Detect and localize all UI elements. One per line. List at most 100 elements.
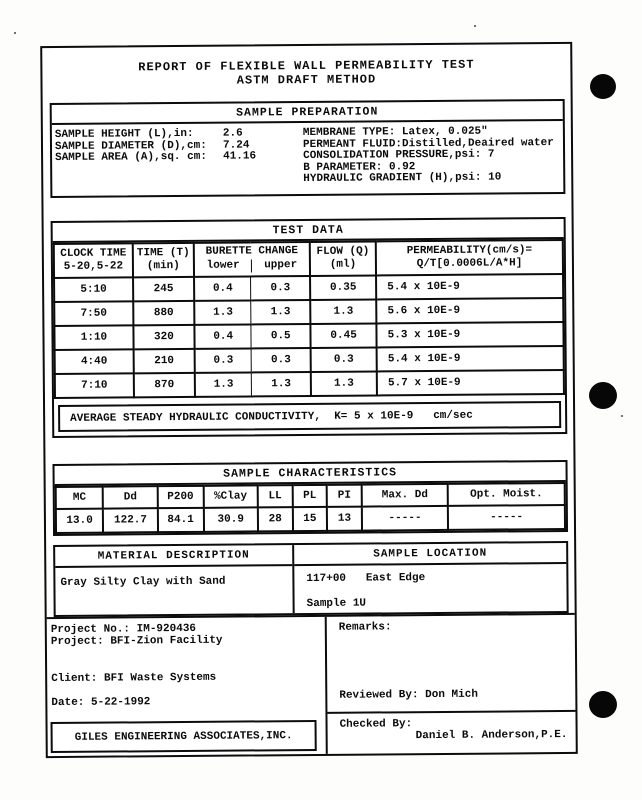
cell-flow: 0.35 — [310, 275, 377, 300]
test-data-column-headers: CLOCK TIME 5-20,5-22 TIME (T) (min) BURE… — [53, 240, 564, 278]
cell-flow: 0.3 — [310, 347, 377, 372]
sample-location-line1: 117+00 East Edge — [306, 572, 426, 586]
col-ll: LL — [257, 485, 293, 508]
val-max-dd: ----- — [361, 505, 449, 531]
sample-location-line2: Sample 1U — [306, 597, 367, 611]
punch-hole-mark — [590, 74, 616, 99]
burette-change-label: BURETTE CHANGE — [205, 245, 299, 258]
hydraulic-gradient-line: HYDRAULIC GRADIENT (H),psi: 10 — [303, 171, 502, 186]
val-dd: 122.7 — [103, 508, 158, 533]
col-clay: %Clay — [203, 485, 258, 508]
sample-preparation-body: SAMPLE HEIGHT (L),in: 2.6 SAMPLE DIAMETE… — [52, 121, 564, 196]
flow-unit: (ml) — [329, 258, 357, 271]
col-p200: P200 — [157, 485, 204, 509]
report-title-line2: ASTM DRAFT METHOD — [236, 72, 377, 88]
sample-preparation-section: SAMPLE PREPARATION SAMPLE HEIGHT (L),in:… — [49, 98, 566, 198]
test-data-section: TEST DATA CLOCK TIME 5-20,5-22 TIME (T) … — [50, 216, 568, 439]
remarks-panel: Remarks: Reviewed By: Don Mich Checked B… — [327, 615, 576, 754]
report-title: REPORT OF FLEXIBLE WALL PERMEABILITY TES… — [42, 57, 570, 89]
val-pi: 13 — [327, 506, 362, 531]
scan-speck — [474, 25, 476, 27]
cell-clock: 5:10 — [54, 277, 134, 302]
col-time: TIME (T) (min) — [132, 242, 194, 278]
client-line: Client: BFI Waste Systems — [51, 671, 217, 686]
sample-location-header: SAMPLE LOCATION — [294, 542, 567, 567]
characteristics-values-row: 13.0 122.7 84.1 30.9 28 15 13 ----- ----… — [55, 504, 566, 533]
cell-time: 245 — [132, 276, 195, 302]
val-ll: 28 — [257, 507, 293, 532]
cell-flow: 0.45 — [310, 323, 377, 348]
footer-section: Project No.: IM-920436 Project: BFI-Zion… — [46, 612, 576, 757]
cell-clock: 1:10 — [54, 325, 134, 350]
cell-burette-lower: 1.3 — [194, 372, 252, 397]
average-conductivity-line: AVERAGE STEADY HYDRAULIC CONDUCTIVITY, K… — [58, 401, 562, 432]
cell-flow: 1.3 — [310, 299, 377, 324]
col-mc: MC — [55, 486, 104, 509]
cell-time: 210 — [133, 348, 195, 374]
permeability-formula: Q/T[0.0006L/A*H] — [416, 256, 523, 270]
time-unit: (min) — [146, 259, 180, 272]
sample-preparation-right-column: MEMBRANE TYPE: Latex, 0.025" PERMEANT FL… — [303, 126, 561, 186]
burette-lower-label: lower — [194, 259, 253, 273]
test-data-table: CLOCK TIME 5-20,5-22 TIME (T) (min) BURE… — [53, 239, 565, 399]
col-pl: PL — [292, 484, 328, 508]
sample-characteristics-table: MC Dd P200 %Clay LL PL PI Max. Dd Opt. M… — [55, 482, 566, 534]
sample-location-panel: SAMPLE LOCATION 117+00 East Edge Sample … — [294, 542, 567, 613]
sample-preparation-left-column: SAMPLE HEIGHT (L),in: 2.6 SAMPLE DIAMETE… — [55, 128, 303, 187]
sample-characteristics-section: SAMPLE CHARACTERISTICS MC Dd P200 %Clay … — [52, 459, 569, 537]
cell-permeability: 5.7 x 10E-9 — [376, 369, 564, 396]
project-name-line: Project: BFI-Zion Facility — [50, 634, 223, 649]
burette-subheaders: lower upper — [194, 259, 309, 273]
col-permeability: PERMEABILITY(cm/s)= Q/T[0.0006L/A*H] — [375, 240, 564, 276]
cell-permeability: 5.4 x 10E-9 — [376, 274, 564, 300]
flow-label: FLOW (Q) — [316, 245, 370, 258]
cell-clock: 7:10 — [54, 373, 134, 398]
cell-permeability: 5.6 x 10E-9 — [376, 298, 564, 324]
col-max-dd: Max. Dd — [361, 483, 449, 507]
sample-area-label: SAMPLE AREA (A),sq. cm: — [55, 150, 207, 164]
cell-clock: 4:40 — [54, 349, 134, 374]
sample-area-value: 41.16 — [223, 150, 257, 163]
cell-burette-upper: 0.3 — [250, 275, 311, 301]
col-burette-change: BURETTE CHANGE lower upper — [193, 241, 311, 277]
checked-by-name: Daniel B. Anderson,P.E. — [415, 728, 568, 743]
material-description-header: MATERIAL DESCRIPTION — [55, 545, 293, 568]
permeability-report-form: REPORT OF FLEXIBLE WALL PERMEABILITY TES… — [40, 41, 578, 759]
reviewed-by-line: Reviewed By: Don Mich — [339, 688, 478, 702]
col-pi: PI — [326, 484, 362, 507]
checked-by-divider — [327, 709, 576, 714]
cell-burette-lower: 1.3 — [194, 300, 252, 325]
punch-hole-mark — [589, 691, 617, 718]
cell-burette-upper: 1.3 — [251, 299, 311, 325]
val-clay: 30.9 — [203, 507, 259, 532]
punch-hole-mark — [589, 382, 617, 409]
col-dd: Dd — [103, 486, 158, 509]
date-line: Date: 5-22-1992 — [51, 696, 151, 710]
col-flow: FLOW (Q) (ml) — [309, 241, 377, 276]
cell-permeability: 5.3 x 10E-9 — [376, 321, 564, 348]
val-pl: 15 — [292, 506, 328, 532]
material-description-text: Gray Silty Clay with Sand — [60, 575, 226, 589]
material-description-panel: MATERIAL DESCRIPTION Gray Silty Clay wit… — [55, 545, 295, 615]
val-p200: 84.1 — [157, 507, 204, 533]
clock-time-label: CLOCK TIME — [60, 246, 127, 260]
cell-time: 880 — [133, 300, 195, 326]
remarks-label: Remarks: — [338, 621, 392, 634]
project-number-line: Project No.: IM-920436 — [50, 622, 197, 637]
cell-burette-upper: 1.3 — [251, 371, 311, 397]
cell-burette-lower: 0.4 — [194, 324, 252, 349]
cell-clock: 7:50 — [54, 301, 134, 326]
checked-by-label: Checked By: — [339, 718, 413, 731]
cell-burette-lower: 0.4 — [193, 276, 252, 301]
cell-burette-upper: 0.3 — [251, 347, 311, 373]
burette-upper-label: upper — [264, 259, 298, 272]
col-clock-time: CLOCK TIME 5-20,5-22 — [53, 243, 133, 278]
company-name-box: GILES ENGINEERING ASSOCIATES,INC. — [50, 719, 317, 754]
cell-time: 320 — [133, 324, 195, 350]
cell-burette-lower: 0.3 — [194, 348, 252, 373]
sample-height-value: 2.6 — [222, 127, 243, 140]
cell-flow: 1.3 — [310, 371, 378, 396]
cell-time: 870 — [133, 372, 195, 398]
test-data-row: 7:10 870 1.3 1.3 1.3 5.7 x 10E-9 — [54, 369, 564, 398]
